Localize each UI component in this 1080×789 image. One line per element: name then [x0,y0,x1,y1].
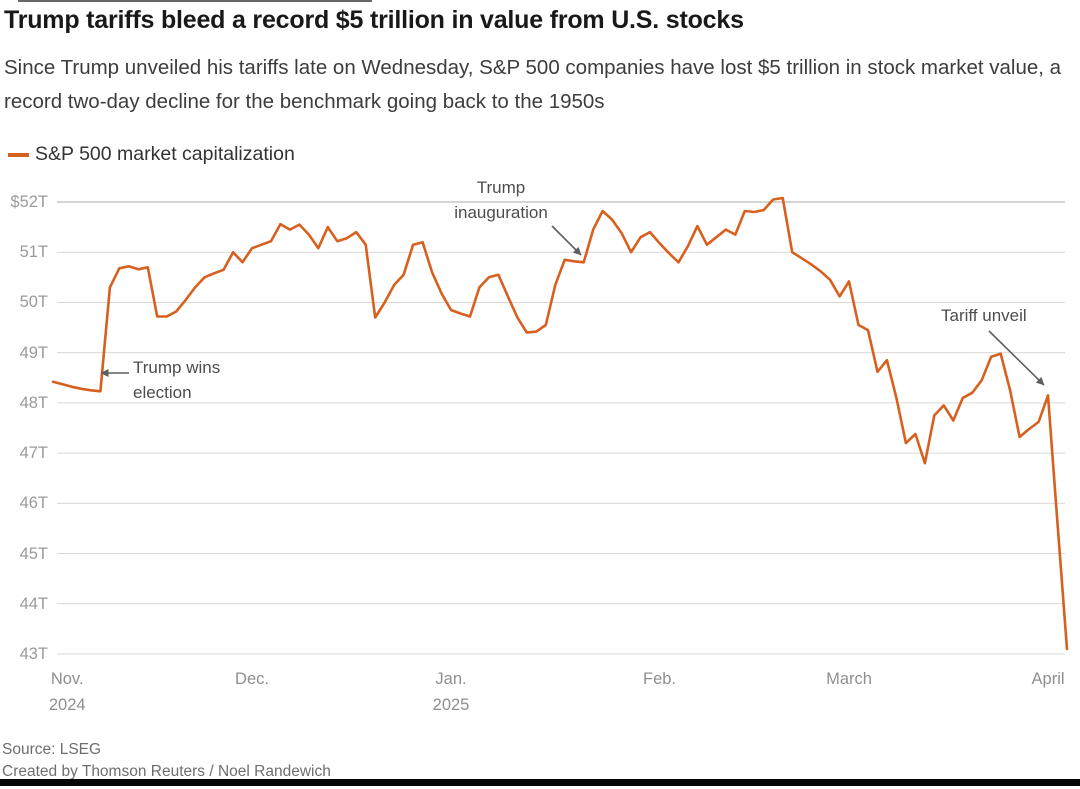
legend-line-swatch [8,152,29,157]
bottom-edge-bar [0,779,1080,786]
y-tick-45T: 45T [19,544,48,563]
y-tick-51T: 51T [19,243,48,262]
annotation-arrow-inauguration [551,225,582,256]
y-tick-50T: 50T [19,293,48,312]
annotation-arrows [100,225,1045,386]
top-edge-bar [18,0,372,2]
x-tick-Nov: Nov. 2024 [48,670,86,714]
series-polyline [51,196,1069,651]
y-tick-46T: 46T [19,494,48,513]
y-tick-48T: 48T [19,393,48,412]
y-tick-47T: 47T [19,444,48,463]
annotation-tariff: Tariff unveil [941,306,1027,325]
page-subtitle: Since Trump unveiled his tariffs late on… [4,56,1062,113]
page-title: Trump tariffs bleed a record $5 trillion… [4,6,744,34]
credit-note: Created by Thomson Reuters / Noel Randew… [2,763,331,780]
x-tick-Feb: Feb. [642,670,677,688]
annotation-arrow-tariff [988,330,1045,386]
series-line-sp500 [51,196,1069,651]
y-tick-43T: 43T [19,645,48,663]
legend-label: S&P 500 market capitalization [35,143,295,165]
x-tick-March: March [826,670,872,688]
y-tick-$52T: $52T [10,193,48,211]
legend: S&P 500 market capitalization [8,143,295,166]
source-note: Source: LSEG [2,741,102,758]
annotation-inauguration: Trump inauguration [454,178,548,222]
x-tick-April: April [1031,670,1065,688]
x-tick-Jan: Jan. 2025 [432,670,470,714]
y-tick-49T: 49T [19,343,48,362]
y-tick-44T: 44T [19,594,48,613]
annotation-election: Trump wins election [133,358,221,402]
x-tick-Dec: Dec. [235,670,269,688]
